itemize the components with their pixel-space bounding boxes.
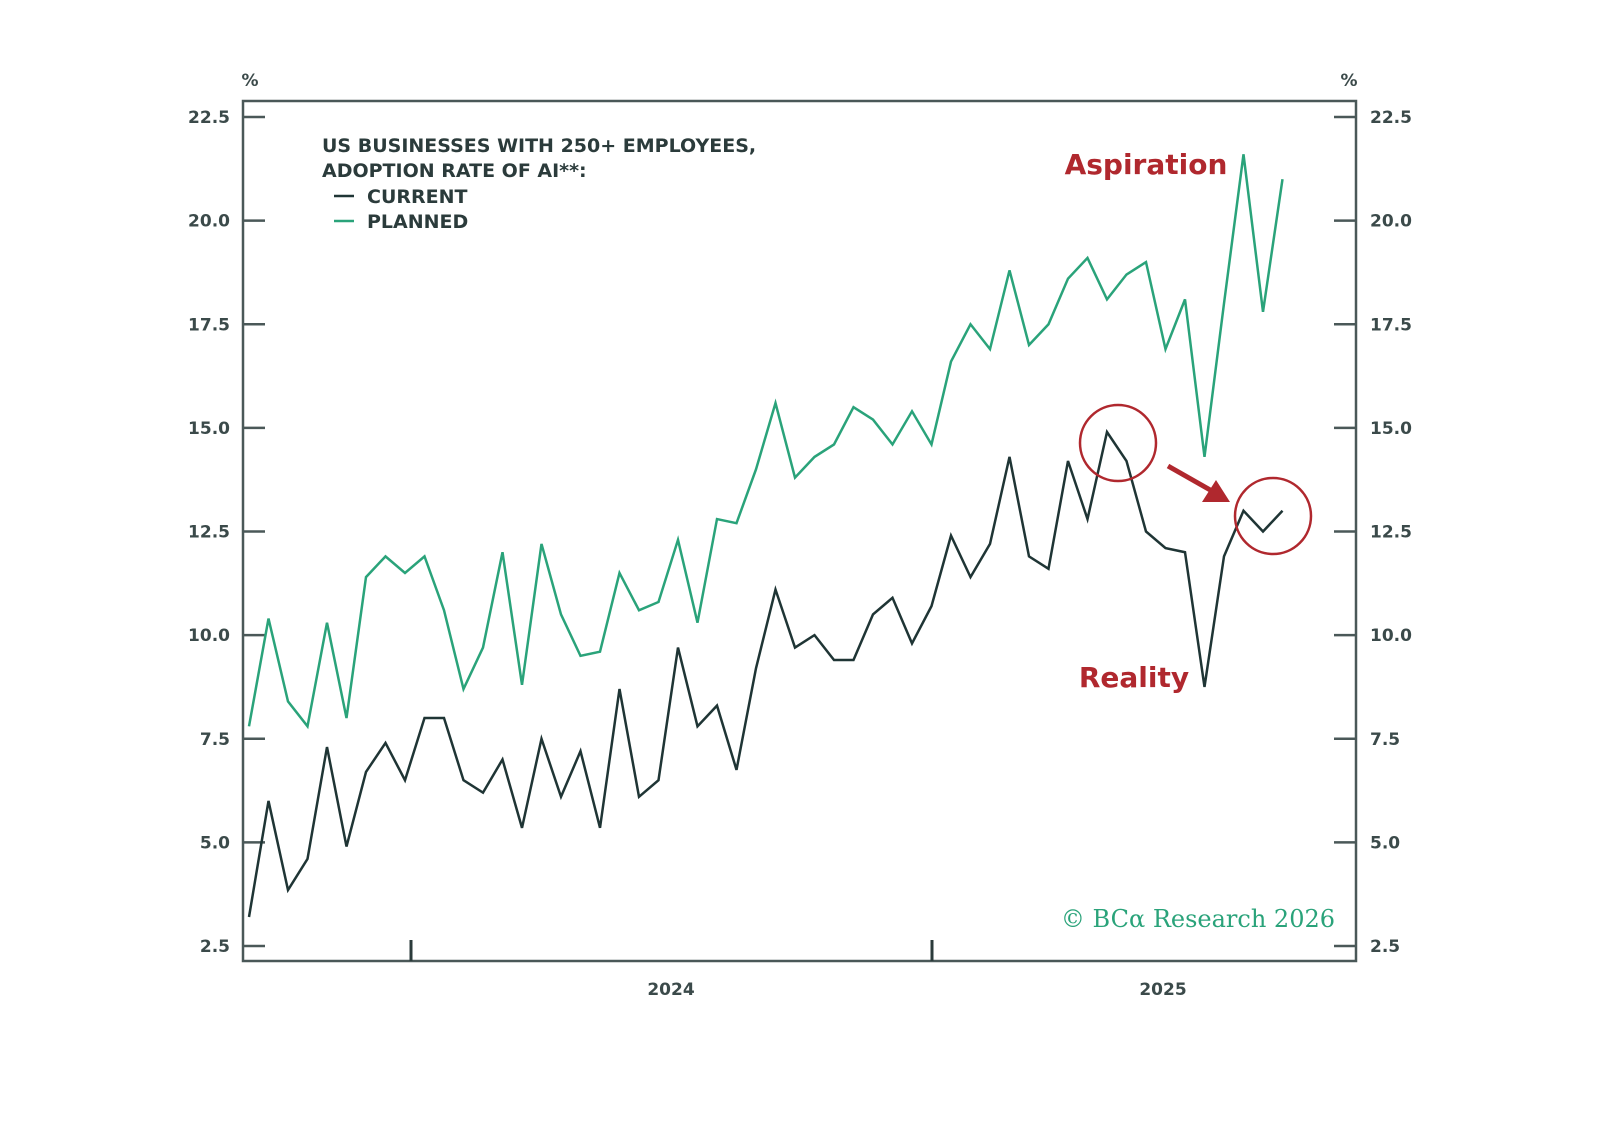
- legend-label-current: CURRENT: [367, 186, 468, 208]
- right-y-tick-label: 5.0: [1370, 833, 1400, 853]
- right-y-tick-label: 17.5: [1370, 315, 1412, 335]
- right-y-tick-label: 2.5: [1370, 937, 1400, 957]
- annotation-aspiration: Aspiration: [1065, 148, 1228, 181]
- annotation-arrow-shaft: [1166, 463, 1214, 494]
- series-group: [247, 154, 1284, 918]
- x-tick-label-2024: 2024: [647, 980, 694, 1000]
- right-y-tick-label: 10.0: [1370, 626, 1412, 646]
- right-y-tick-label: 15.0: [1370, 419, 1412, 439]
- right-y-tick-label: 20.0: [1370, 212, 1412, 232]
- right-y-tick-label: 7.5: [1370, 730, 1400, 750]
- left-y-tick-label: 12.5: [188, 523, 230, 543]
- left-y-tick-label: 22.5: [188, 108, 230, 128]
- annotation-reality: Reality: [1079, 661, 1189, 694]
- right-axis-unit: %: [1340, 71, 1357, 91]
- series-line-planned: [247, 154, 1284, 730]
- x-tick-label-2025: 2025: [1139, 980, 1186, 1000]
- x-axis: 2024 2025: [409, 940, 1187, 1000]
- legend: US BUSINESSES WITH 250+ EMPLOYEES, ADOPT…: [322, 135, 756, 233]
- left-y-tick-label: 10.0: [188, 626, 230, 646]
- annotation-circle-peak: [1078, 403, 1158, 483]
- left-axis-unit: %: [241, 71, 258, 91]
- y-axis-ticks: 22.5 22.5 20.0 20.0 17.5 17.5 15.0 15.0 12.5 12.5…: [188, 108, 1412, 957]
- legend-title-line2: ADOPTION RATE OF AI**:: [322, 160, 587, 182]
- left-y-tick-label: 2.5: [200, 937, 230, 957]
- watermark: © BCα Research 2026: [1061, 905, 1335, 933]
- legend-title-line1: US BUSINESSES WITH 250+ EMPLOYEES,: [322, 135, 756, 157]
- right-y-tick-label: 12.5: [1370, 523, 1412, 543]
- left-y-tick-label: 7.5: [200, 730, 230, 750]
- annotations: Aspiration Reality: [1065, 148, 1313, 694]
- left-y-tick-label: 20.0: [188, 212, 230, 232]
- left-y-tick-label: 17.5: [188, 315, 230, 335]
- annotation-arrow-head: [1202, 480, 1230, 502]
- annotation-circle-latest: [1233, 476, 1313, 556]
- series-line-current: [247, 428, 1284, 918]
- left-y-tick-label: 15.0: [188, 419, 230, 439]
- right-y-tick-label: 22.5: [1370, 108, 1412, 128]
- legend-label-planned: PLANNED: [367, 211, 468, 233]
- left-y-tick-label: 5.0: [200, 833, 230, 853]
